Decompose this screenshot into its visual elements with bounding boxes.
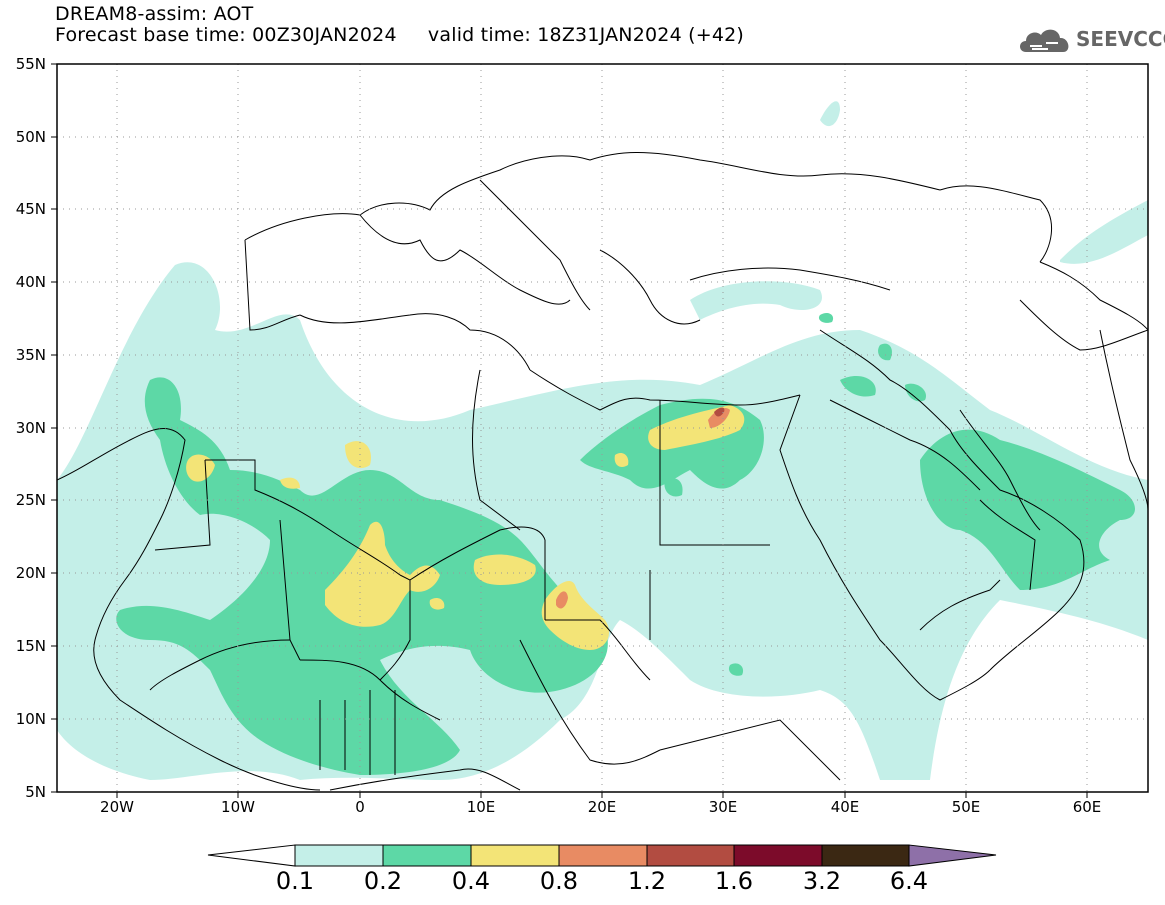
- lat-label-35n: 35N: [15, 346, 46, 364]
- lat-label-30n: 30N: [15, 419, 46, 437]
- cloud-logo-icon: [1020, 29, 1069, 52]
- title-line-2: Forecast base time: 00Z30JAN2024 valid t…: [55, 24, 745, 46]
- lat-label-25n: 25N: [15, 491, 46, 509]
- colorbar-bin-7: [821, 844, 910, 867]
- lon-label-20w: 20W: [100, 798, 134, 816]
- lat-label-10n: 10N: [15, 710, 46, 728]
- lon-label-60e: 60E: [1072, 798, 1102, 816]
- colorbar-label-1-6: 1.6: [714, 867, 754, 895]
- colorbar-label-3-2: 3.2: [802, 867, 842, 895]
- colorbar: [207, 844, 997, 867]
- colorbar-label-6-4: 6.4: [889, 867, 929, 895]
- logo-text: SEEVCCC: [1076, 27, 1165, 51]
- colorbar-label-1-2: 1.2: [627, 867, 667, 895]
- colorbar-bin-3: [470, 844, 560, 867]
- seevccc-logo: SEEVCCC: [1018, 24, 1165, 58]
- lon-label-50e: 50E: [951, 798, 981, 816]
- colorbar-bin-2: [382, 844, 472, 867]
- lon-label-20e: 20E: [587, 798, 617, 816]
- colorbar-bin-4: [558, 844, 648, 867]
- lat-label-15n: 15N: [15, 637, 46, 655]
- colorbar-high-arrow: [908, 844, 997, 867]
- lon-label-10w: 10W: [221, 798, 255, 816]
- lat-label-5n: 5N: [25, 783, 46, 801]
- lat-label-50n: 50N: [15, 128, 46, 146]
- colorbar-label-0-2: 0.2: [363, 867, 403, 895]
- colorbar-bin-1: [294, 844, 384, 867]
- title-line-1: DREAM8-assim: AOT: [55, 3, 254, 25]
- map-title: DREAM8-assim: AOT Forecast base time: 00…: [55, 4, 744, 46]
- colorbar-bin-5: [646, 844, 735, 867]
- graticule: [57, 64, 1148, 792]
- lat-label-20n: 20N: [15, 564, 46, 582]
- aot-field: [57, 101, 1148, 791]
- lat-label-45n: 45N: [15, 200, 46, 218]
- lon-label-40e: 40E: [830, 798, 860, 816]
- colorbar-label-0-1: 0.1: [275, 867, 315, 895]
- colorbar-label-0-4: 0.4: [451, 867, 491, 895]
- lat-label-55n: 55N: [15, 55, 46, 73]
- colorbar-low-arrow: [207, 844, 296, 867]
- lon-label-10e: 10E: [466, 798, 496, 816]
- colorbar-bin-6: [733, 844, 823, 867]
- colorbar-label-0-8: 0.8: [539, 867, 579, 895]
- lon-label-0: 0: [355, 798, 365, 816]
- lat-label-40n: 40N: [15, 273, 46, 291]
- lon-label-30e: 30E: [708, 798, 738, 816]
